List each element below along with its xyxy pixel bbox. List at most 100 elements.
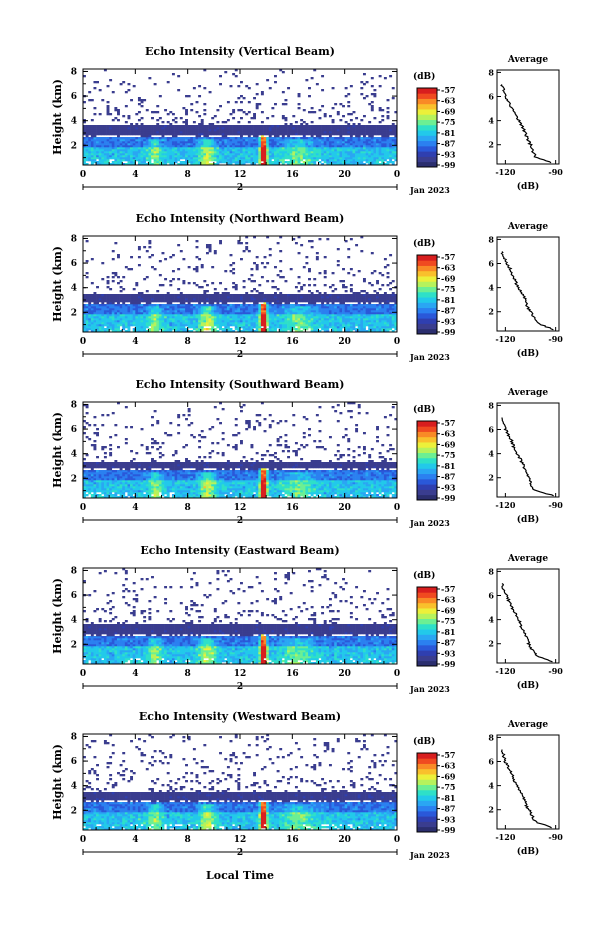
heatmap-cell xyxy=(266,316,270,319)
heatmap-cell xyxy=(300,145,304,148)
heatmap-cell xyxy=(308,306,311,309)
heatmap-cell xyxy=(357,155,361,158)
heatmap-cell xyxy=(271,149,275,152)
heatmap-cell xyxy=(127,300,131,303)
heatmap-cell xyxy=(237,304,241,307)
heatmap-cell xyxy=(200,320,204,323)
heatmap-cell xyxy=(127,326,131,329)
heatmap-cell xyxy=(90,155,94,158)
heatmap-cell xyxy=(321,137,325,140)
heatmap-cell xyxy=(245,149,249,152)
heatmap-cell xyxy=(292,300,296,303)
heatmap-cell xyxy=(234,137,238,140)
heatmap-cell xyxy=(117,300,120,303)
heatmap-cell xyxy=(276,288,280,291)
heatmap-cell xyxy=(135,312,139,315)
heatmap-cell xyxy=(342,133,345,136)
heatmap-cell xyxy=(127,147,131,150)
heatmap-cell xyxy=(106,286,110,289)
heatmap-cell xyxy=(140,308,144,311)
heatmap-cell xyxy=(171,310,175,313)
heatmap-cell xyxy=(213,137,217,140)
heatmap-cell xyxy=(302,137,306,140)
heatmap-cell xyxy=(326,159,330,162)
heatmap-cell xyxy=(255,296,259,299)
heatmap-cell xyxy=(211,129,215,132)
heatmap-cell xyxy=(101,129,105,132)
heatmap-cell xyxy=(234,304,238,307)
heatmap-cell xyxy=(292,149,296,152)
colorbar-swatch xyxy=(417,156,437,163)
heatmap-cell xyxy=(352,139,356,142)
heatmap-cell xyxy=(287,145,291,148)
heatmap-cell xyxy=(250,145,254,148)
heatmap-cell xyxy=(263,163,267,166)
heatmap-cell xyxy=(276,161,280,164)
heatmap-cell xyxy=(266,155,270,158)
heatmap-cell xyxy=(362,141,366,144)
heatmap-cell xyxy=(106,155,110,158)
heatmap-cell xyxy=(103,294,107,297)
heatmap-cell xyxy=(263,304,267,307)
heatmap-cell xyxy=(179,139,183,142)
heatmap-cell xyxy=(313,322,317,325)
heatmap-cell xyxy=(263,161,267,164)
heatmap-cell xyxy=(287,163,291,166)
heatmap-cell xyxy=(117,133,120,136)
heatmap-cell xyxy=(253,129,256,132)
heatmap-cell xyxy=(281,115,285,118)
heatmap-cell xyxy=(360,320,364,323)
heatmap-cell xyxy=(122,125,126,128)
heatmap-cell xyxy=(321,322,325,325)
heatmap-cell xyxy=(232,330,236,333)
heatmap-cell xyxy=(90,161,94,164)
heatmap-cell xyxy=(344,125,348,128)
heatmap-cell xyxy=(255,155,259,158)
heatmap-cell xyxy=(198,322,202,325)
heatmap-cell xyxy=(224,141,228,144)
heatmap-cell xyxy=(158,149,162,152)
heatmap-cell xyxy=(300,123,304,126)
heatmap-cell xyxy=(221,125,225,128)
heatmap-cell xyxy=(114,133,118,136)
heatmap-cell xyxy=(242,153,246,156)
heatmap-cell xyxy=(386,125,390,128)
heatmap-cell xyxy=(318,129,322,132)
heatmap-cell xyxy=(124,298,128,301)
heatmap-cell xyxy=(266,304,270,307)
heatmap-cell xyxy=(268,129,272,132)
heatmap-cell xyxy=(250,125,254,128)
heatmap-cell xyxy=(135,326,139,329)
heatmap-cell xyxy=(376,137,379,140)
heatmap-cell xyxy=(349,113,353,116)
heatmap-cell xyxy=(289,306,293,309)
heatmap-cell xyxy=(195,298,199,301)
heatmap-cell xyxy=(169,151,173,154)
heatmap-cell xyxy=(198,135,202,138)
heatmap-cell xyxy=(234,296,238,299)
heatmap-cell xyxy=(177,139,181,142)
heatmap-cell xyxy=(151,143,154,146)
heatmap-cell xyxy=(258,294,262,297)
heatmap-cell xyxy=(103,125,107,128)
heatmap-cell xyxy=(143,310,147,313)
heatmap-cell xyxy=(151,330,154,333)
heatmap-cell xyxy=(268,131,272,134)
heatmap-cell xyxy=(326,310,330,313)
heatmap-cell xyxy=(130,268,134,271)
heatmap-cell xyxy=(211,155,215,158)
heatmap-cell xyxy=(224,328,228,331)
heatmap-cell xyxy=(368,151,372,154)
heatmap-cell xyxy=(342,316,345,319)
heatmap-cell xyxy=(203,320,207,323)
heatmap-cell xyxy=(226,330,230,333)
heatmap-cell xyxy=(297,316,301,319)
heatmap-cell xyxy=(344,328,348,331)
heatmap-cell xyxy=(289,268,293,271)
heatmap-cell xyxy=(373,149,377,152)
heatmap-cell xyxy=(174,304,178,307)
heatmap-cell xyxy=(187,137,191,140)
heatmap-cell xyxy=(297,312,301,315)
heatmap-cell xyxy=(245,236,249,239)
heatmap-cell xyxy=(182,143,186,146)
